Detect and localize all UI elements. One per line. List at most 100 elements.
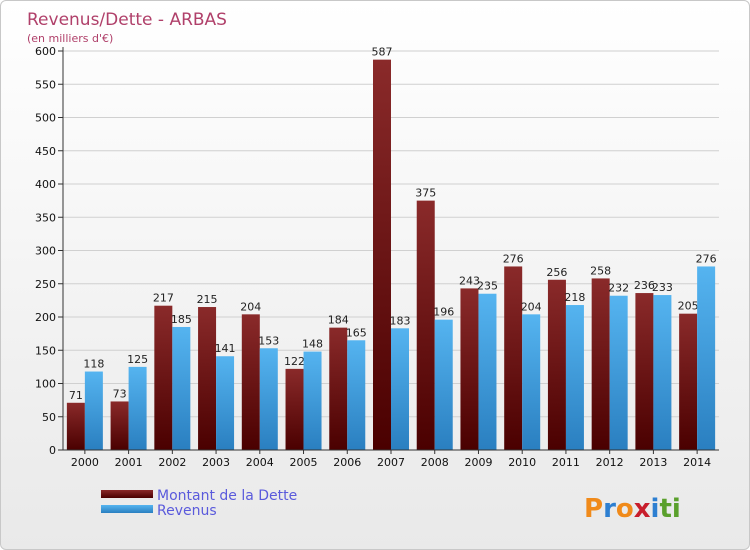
y-tick-label: 150 xyxy=(35,344,56,357)
logo-letter: x xyxy=(634,494,651,524)
data-label-revenus: 125 xyxy=(127,353,148,366)
data-label-revenus: 218 xyxy=(564,291,585,304)
bar-dette xyxy=(198,307,217,450)
data-label-revenus: 153 xyxy=(258,334,279,347)
bar-revenus xyxy=(609,295,628,450)
data-label-dette: 276 xyxy=(503,252,524,265)
data-label-dette: 217 xyxy=(153,292,174,305)
data-label-revenus: 196 xyxy=(433,306,454,319)
bar-dette xyxy=(110,401,129,450)
y-tick-label: 550 xyxy=(35,78,56,91)
data-label-dette: 215 xyxy=(197,293,218,306)
data-label-dette: 375 xyxy=(415,187,436,200)
data-label-revenus: 118 xyxy=(83,358,104,371)
y-tick-label: 350 xyxy=(35,211,56,224)
x-tick-label: 2011 xyxy=(552,456,580,469)
data-label-dette: 184 xyxy=(328,314,349,327)
bar-dette xyxy=(591,278,610,450)
x-tick-label: 2000 xyxy=(71,456,99,469)
x-tick-label: 2012 xyxy=(596,456,624,469)
y-tick-label: 200 xyxy=(35,311,56,324)
bar-dette xyxy=(679,313,698,450)
legend-swatch-revenus xyxy=(101,505,153,513)
bar-dette xyxy=(504,266,523,450)
data-label-revenus: 232 xyxy=(608,282,629,295)
data-label-dette: 73 xyxy=(113,387,127,400)
chart-subtitle: (en milliers d'€) xyxy=(27,32,113,45)
bar-revenus xyxy=(478,293,497,450)
bar-dette xyxy=(547,279,566,450)
y-tick-label: 400 xyxy=(35,178,56,191)
bar-revenus xyxy=(128,366,147,450)
bar-revenus xyxy=(391,328,409,450)
x-tick-label: 2010 xyxy=(508,456,536,469)
x-tick-label: 2004 xyxy=(246,456,274,469)
legend-label-revenus: Revenus xyxy=(157,503,217,519)
y-tick-label: 500 xyxy=(35,112,56,125)
logo-letter: P xyxy=(584,494,603,524)
logo-letter: i xyxy=(672,494,681,524)
bar-revenus xyxy=(84,371,103,450)
y-tick-label: 250 xyxy=(35,278,56,291)
axis-layer: 0 50 100 150 200 250 300 350 400 450 500 550 600 2000… xyxy=(35,45,719,469)
data-label-revenus: 233 xyxy=(652,281,673,294)
bars-layer: 71 118 73 125 217 185 215 141 204 153 122 148 184165… xyxy=(66,46,717,451)
x-tick-label: 2006 xyxy=(333,456,361,469)
data-label-dette: 204 xyxy=(240,300,261,313)
data-label-dette: 122 xyxy=(284,355,305,368)
bar-revenus xyxy=(522,314,541,450)
data-label-revenus: 148 xyxy=(302,338,323,351)
bar-revenus xyxy=(434,319,453,450)
x-tick-label: 2001 xyxy=(115,456,143,469)
bar-revenus xyxy=(697,266,716,450)
legend: Montant de la Dette Revenus xyxy=(101,488,297,519)
x-tick-label: 2014 xyxy=(683,456,711,469)
bar-dette xyxy=(66,402,85,450)
data-label-revenus: 141 xyxy=(215,342,236,355)
bar-dette xyxy=(285,368,304,450)
data-label-dette: 71 xyxy=(69,389,83,402)
data-label-revenus: 235 xyxy=(477,280,498,293)
y-tick-label: 100 xyxy=(35,378,56,391)
data-label-revenus: 204 xyxy=(521,300,542,313)
data-label-revenus: 165 xyxy=(346,326,367,339)
proxiti-logo: Proxiti xyxy=(584,494,681,524)
y-tick-label: 0 xyxy=(49,444,56,457)
bar-dette xyxy=(460,288,479,450)
bar-dette xyxy=(329,327,348,450)
x-tick-label: 2009 xyxy=(464,456,492,469)
y-tick-label: 450 xyxy=(35,145,56,158)
logo-text: Proxiti xyxy=(584,494,681,524)
data-label-dette: 256 xyxy=(546,266,567,279)
bar-dette xyxy=(635,293,654,450)
logo-letter: r xyxy=(603,494,616,524)
logo-letter: t xyxy=(659,494,671,524)
bar-revenus xyxy=(216,356,235,450)
data-label-dette: 258 xyxy=(590,264,611,277)
x-tick-label: 2005 xyxy=(290,456,318,469)
bar-revenus xyxy=(172,326,191,450)
y-tick-label: 600 xyxy=(35,45,56,58)
data-label-dette: 587 xyxy=(372,46,393,59)
logo-letter: i xyxy=(651,494,660,524)
logo-letter: o xyxy=(616,494,634,524)
x-tick-label: 2007 xyxy=(377,456,405,469)
data-label-dette: 205 xyxy=(678,300,699,313)
bar-revenus xyxy=(303,351,322,450)
data-label-revenus: 276 xyxy=(696,252,717,265)
data-label-revenus: 183 xyxy=(390,314,411,327)
y-tick-label: 50 xyxy=(42,411,56,424)
legend-swatch-dette xyxy=(101,490,153,498)
bar-dette xyxy=(373,59,391,451)
bar-dette xyxy=(416,200,435,450)
data-label-revenus: 185 xyxy=(171,313,192,326)
x-tick-label: 2008 xyxy=(421,456,449,469)
bar-revenus xyxy=(653,295,672,450)
x-tick-label: 2013 xyxy=(639,456,667,469)
data-label-dette: 236 xyxy=(634,279,655,292)
bar-revenus xyxy=(565,305,584,450)
bar-dette xyxy=(154,305,173,450)
data-label-dette: 243 xyxy=(459,274,480,287)
